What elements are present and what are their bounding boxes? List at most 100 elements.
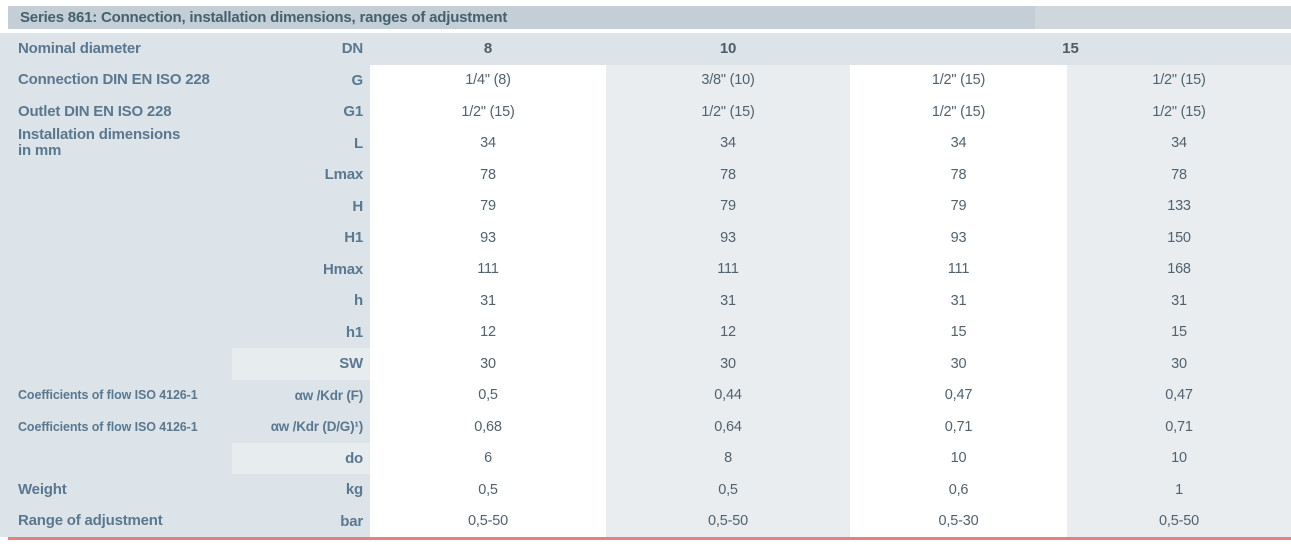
- value-cell-col1: 12: [370, 316, 606, 348]
- value-cell-col3: 0,71: [850, 411, 1067, 443]
- value-cell-col3: 0,5-30: [850, 505, 1067, 537]
- value-cell-col1: 93: [370, 222, 606, 254]
- value-cell-col4: 0,71: [1067, 411, 1291, 443]
- table-row: Lmax 78 78 78 78: [0, 159, 1291, 191]
- row-label: Installation dimensions in mm: [0, 127, 232, 159]
- dn-value-col3-4-merged: 15: [850, 33, 1291, 65]
- row-label: Coefficients of flow ISO 4126-1: [0, 379, 232, 411]
- value-cell-col2: 1/2" (15): [606, 96, 850, 128]
- value-cell-col3: 10: [850, 442, 1067, 474]
- table-row: Installation dimensions in mm L 34 34 34…: [0, 127, 1291, 159]
- table-row: Outlet DIN EN ISO 228 G1 1/2" (15) 1/2" …: [0, 96, 1291, 128]
- value-cell-col4: 1/2" (15): [1067, 96, 1291, 128]
- value-cell-col4: 10: [1067, 442, 1291, 474]
- row-label: [0, 159, 232, 191]
- value-cell-col3: 0,47: [850, 379, 1067, 411]
- value-cell-col2: 0,5: [606, 474, 850, 506]
- value-cell-col1: 31: [370, 285, 606, 317]
- table-row: SW 30 30 30 30: [0, 348, 1291, 380]
- value-cell-col2: 0,44: [606, 379, 850, 411]
- table-row: Hmax 111 111 111 168: [0, 253, 1291, 285]
- value-cell-col3: 30: [850, 348, 1067, 380]
- dn-value-col1: 8: [370, 33, 606, 65]
- value-cell-col1: 30: [370, 348, 606, 380]
- value-cell-col4: 31: [1067, 285, 1291, 317]
- table-row: do 6 8 10 10: [0, 442, 1291, 474]
- row-sublabel: G: [232, 64, 370, 96]
- value-cell-col2: 34: [606, 127, 850, 159]
- value-cell-col1: 0,5-50: [370, 505, 606, 537]
- table-row: Connection DIN EN ISO 228 G 1/4" (8) 3/8…: [0, 64, 1291, 96]
- value-cell-col3: 78: [850, 159, 1067, 191]
- value-cell-col2: 8: [606, 442, 850, 474]
- row-sublabel: G1: [232, 96, 370, 128]
- row-sublabel: Hmax: [232, 253, 370, 285]
- value-cell-col2: 3/8" (10): [606, 64, 850, 96]
- dn-value-col2: 10: [606, 33, 850, 65]
- table-row: Range of adjustment bar 0,5-50 0,5-50 0,…: [0, 505, 1291, 537]
- row-label: Connection DIN EN ISO 228: [0, 64, 232, 96]
- value-cell-col1: 0,68: [370, 411, 606, 443]
- value-cell-col4: 78: [1067, 159, 1291, 191]
- value-cell-col4: 0,47: [1067, 379, 1291, 411]
- value-cell-col4: 133: [1067, 190, 1291, 222]
- row-label: Weight: [0, 474, 232, 506]
- value-cell-col3: 15: [850, 316, 1067, 348]
- table-row: H1 93 93 93 150: [0, 222, 1291, 254]
- row-label: Coefficients of flow ISO 4126-1: [0, 411, 232, 443]
- value-cell-col4: 150: [1067, 222, 1291, 254]
- value-cell-col3: 34: [850, 127, 1067, 159]
- table-title-cell: Series 861: Connection, installation dim…: [8, 6, 1035, 29]
- row-sublabel: h: [232, 285, 370, 317]
- value-cell-col3: 1/2" (15): [850, 96, 1067, 128]
- table-title-bar: Series 861: Connection, installation dim…: [8, 6, 1291, 29]
- value-cell-col1: 1/4" (8): [370, 64, 606, 96]
- value-cell-col2: 111: [606, 253, 850, 285]
- value-cell-col1: 111: [370, 253, 606, 285]
- value-cell-col4: 30: [1067, 348, 1291, 380]
- row-sublabel: Lmax: [232, 159, 370, 191]
- table-row: h 31 31 31 31: [0, 285, 1291, 317]
- value-cell-col1: 1/2" (15): [370, 96, 606, 128]
- row-sublabel: αw /Kdr (F): [232, 379, 370, 411]
- row-sublabel: H: [232, 190, 370, 222]
- row-sublabel: SW: [232, 348, 370, 380]
- row-label: [0, 253, 232, 285]
- value-cell-col3: 111: [850, 253, 1067, 285]
- row-label: Outlet DIN EN ISO 228: [0, 96, 232, 128]
- value-cell-col1: 78: [370, 159, 606, 191]
- value-cell-col4: 1/2" (15): [1067, 64, 1291, 96]
- row-label: Nominal diameter: [0, 33, 232, 65]
- row-sublabel: H1: [232, 222, 370, 254]
- value-cell-col1: 0,5: [370, 474, 606, 506]
- row-label: [0, 285, 232, 317]
- value-cell-col4: 168: [1067, 253, 1291, 285]
- table-row: Coefficients of flow ISO 4126-1 αw /Kdr …: [0, 379, 1291, 411]
- value-cell-col2: 0,64: [606, 411, 850, 443]
- value-cell-col3: 93: [850, 222, 1067, 254]
- value-cell-col4: 0,5-50: [1067, 505, 1291, 537]
- value-cell-col1: 79: [370, 190, 606, 222]
- value-cell-col3: 0,6: [850, 474, 1067, 506]
- value-cell-col2: 31: [606, 285, 850, 317]
- table-row: Weight kg 0,5 0,5 0,6 1: [0, 474, 1291, 506]
- value-cell-col1: 6: [370, 442, 606, 474]
- accent-rule: [8, 537, 1291, 540]
- row-label: [0, 316, 232, 348]
- row-sublabel: kg: [232, 474, 370, 506]
- table-row: H 79 79 79 133: [0, 190, 1291, 222]
- row-sublabel-dn: DN: [232, 33, 370, 65]
- row-sublabel: bar: [232, 505, 370, 537]
- value-cell-col2: 0,5-50: [606, 505, 850, 537]
- row-sublabel: αw /Kdr (D/G)¹): [232, 411, 370, 443]
- value-cell-col2: 12: [606, 316, 850, 348]
- value-cell-col1: 34: [370, 127, 606, 159]
- header-row-nominal-diameter: Nominal diameter DN 8 10 15: [0, 33, 1291, 65]
- row-label: [0, 222, 232, 254]
- value-cell-col1: 0,5: [370, 379, 606, 411]
- value-cell-col2: 79: [606, 190, 850, 222]
- value-cell-col2: 78: [606, 159, 850, 191]
- value-cell-col4: 34: [1067, 127, 1291, 159]
- row-sublabel: L: [232, 127, 370, 159]
